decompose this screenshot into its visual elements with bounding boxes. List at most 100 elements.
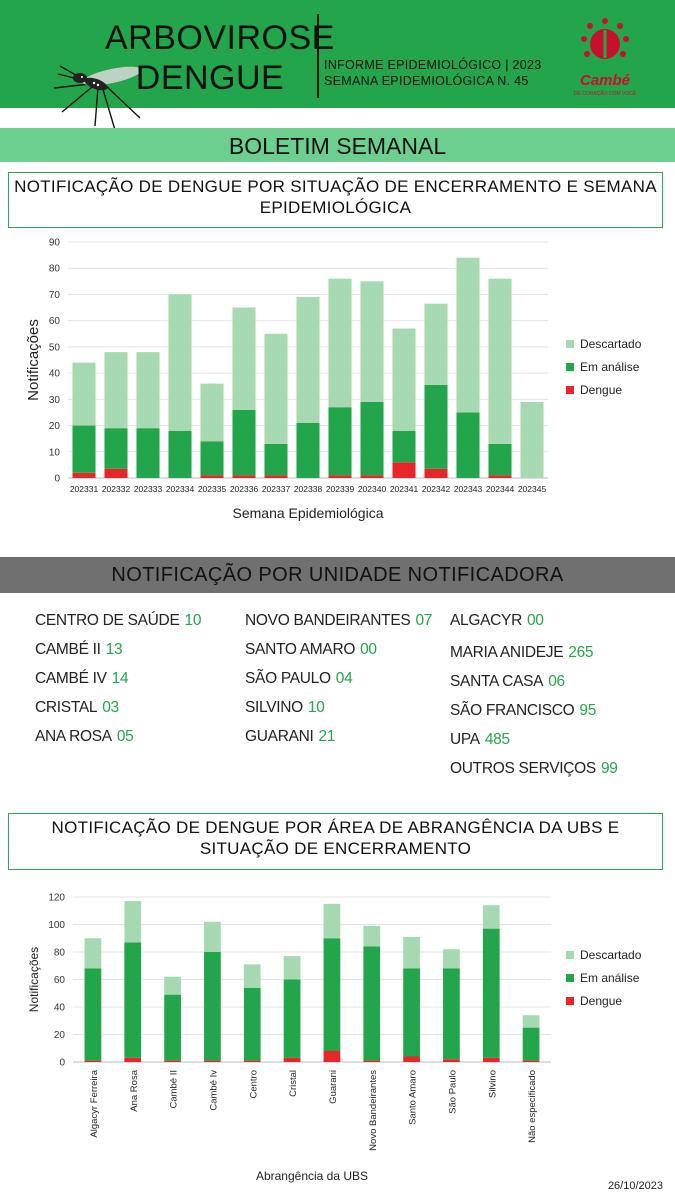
cambe-logo: Cambé DE CORAÇÃO COM VOCÊ <box>570 12 640 102</box>
bar-em-an-lise <box>522 1027 540 1061</box>
legend-label: Em análise <box>580 360 640 374</box>
bar-dengue <box>323 1051 341 1062</box>
bar-dengue <box>124 1057 142 1062</box>
x-tick-label: 202338 <box>294 484 323 494</box>
bar-descartado <box>520 401 544 478</box>
bar-dengue <box>164 1060 181 1062</box>
x-tick-label: Novo Bandeirantes <box>368 1070 379 1151</box>
bar-dengue <box>363 1060 381 1062</box>
bar-descartado <box>124 901 142 943</box>
bar-dengue <box>104 468 128 478</box>
logo-emblem-icon <box>581 18 629 59</box>
unit-item: ALGACYR 00 <box>450 612 544 630</box>
y-tick-label: 10 <box>49 447 61 458</box>
logo-text: Cambé <box>579 72 631 89</box>
unit-name: SÃO PAULO <box>245 670 331 687</box>
x-tick-label: Não especificado <box>527 1070 538 1143</box>
bar-em-an-lise <box>296 422 320 478</box>
bar-dengue <box>232 475 256 478</box>
x-tick-label: 202337 <box>262 484 291 494</box>
legend-swatch <box>566 386 574 394</box>
report-date: 26/10/2023 <box>607 1180 663 1192</box>
bar-descartado <box>443 949 460 969</box>
x-tick-label: 202341 <box>390 484 419 494</box>
unit-item: CAMBÉ II 13 <box>35 641 123 659</box>
unit-name: CAMBÉ IV <box>35 670 107 687</box>
bar-em-an-lise <box>328 407 352 476</box>
x-tick-label: 202336 <box>230 484 259 494</box>
bar-descartado <box>323 903 341 939</box>
unit-item: SANTO AMARO 00 <box>245 641 377 659</box>
bar-em-an-lise <box>168 430 192 478</box>
x-tick-label: 202335 <box>198 484 227 494</box>
y-tick-label: 30 <box>49 395 61 406</box>
unit-count: 04 <box>335 670 353 687</box>
mosquito-icon <box>53 65 142 131</box>
unit-item: OUTROS SERVIÇOS 99 <box>450 760 618 778</box>
legend-swatch <box>566 997 574 1005</box>
bar-dengue <box>204 1060 221 1062</box>
section-title-weekly: NOTIFICAÇÃO DE DENGUE POR SITUAÇÃO DE EN… <box>8 172 663 228</box>
bar-dengue <box>72 472 96 478</box>
x-tick-label: Santo Amaro <box>408 1070 419 1125</box>
unit-item: NOVO BANDEIRANTES 07 <box>245 612 432 630</box>
bar-descartado <box>392 328 416 431</box>
bar-descartado <box>363 925 381 947</box>
bar-descartado <box>72 362 96 426</box>
y-tick-label: 90 <box>49 238 61 249</box>
unit-name: CENTRO DE SAÚDE <box>35 612 180 629</box>
unit-item: SANTA CASA 06 <box>450 673 565 691</box>
bar-descartado <box>164 976 181 995</box>
y-axis-title: Notificações <box>27 947 41 1012</box>
page-subtitle: INFORME EPIDEMIOLÓGICO | 2023 SEMANA EPI… <box>324 57 542 89</box>
subtitle-line-2: SEMANA EPIDEMIOLÓGICA N. 45 <box>324 74 529 88</box>
bar-em-an-lise <box>488 443 512 476</box>
x-tick-label: 202340 <box>358 484 387 494</box>
unit-name: SANTA CASA <box>450 673 544 690</box>
unit-name: NOVO BANDEIRANTES <box>245 612 411 629</box>
y-tick-label: 120 <box>48 893 65 904</box>
bar-em-an-lise <box>323 938 341 1051</box>
unit-name: OUTROS SERVIÇOS <box>450 760 596 777</box>
x-tick-label: 202339 <box>326 484 355 494</box>
unit-item: UPA 485 <box>450 731 510 749</box>
bar-descartado <box>424 303 448 385</box>
bar-em-an-lise <box>283 979 301 1058</box>
unit-count: 265 <box>568 644 594 661</box>
unit-count: 99 <box>600 760 618 777</box>
unit-count: 03 <box>102 699 119 716</box>
bar-dengue <box>403 1056 420 1062</box>
x-tick-label: São Paulo <box>447 1070 458 1114</box>
x-tick-label: 202344 <box>486 484 515 494</box>
bar-descartado <box>283 956 301 980</box>
unit-item: MARIA ANIDEJE 265 <box>450 644 594 662</box>
x-axis-title: Abrangência da UBS <box>256 1169 368 1183</box>
ubs-area-chart: 0 20 40 60 80 100 120 Algacyr Ferreira Ana Rosa C… <box>27 893 642 1184</box>
bar-descartado <box>243 964 261 988</box>
bulletin-banner: BOLETIM SEMANAL <box>0 128 675 162</box>
x-tick-label: 202334 <box>166 484 195 494</box>
x-tick-label: Cambé II <box>169 1070 180 1109</box>
y-tick-label: 60 <box>49 316 61 327</box>
bar-descartado <box>328 278 352 408</box>
bar-dengue <box>283 1057 301 1062</box>
legend-swatch <box>566 974 574 982</box>
x-tick-label: Ana Rosa <box>129 1069 140 1111</box>
page-title: ARBOVIROSE DENGUE <box>105 18 335 98</box>
bar-dengue <box>488 475 512 478</box>
bar-em-an-lise <box>456 412 480 478</box>
unit-item: CRISTAL 03 <box>35 699 119 717</box>
bar-descartado <box>522 1015 540 1028</box>
unit-item: SÃO FRANCISCO 95 <box>450 702 596 720</box>
bar-em-an-lise <box>84 968 102 1061</box>
title-line-1: ARBOVIROSE <box>105 19 335 57</box>
x-tick-label: Silvino <box>487 1070 498 1098</box>
unit-name: MARIA ANIDEJE <box>450 644 564 661</box>
section-title-ubs: NOTIFICAÇÃO DE DENGUE POR ÁREA DE ABRANG… <box>8 813 663 870</box>
x-tick-label: 202333 <box>134 484 163 494</box>
unit-name: CRISTAL <box>35 699 98 716</box>
bar-dengue <box>443 1059 460 1062</box>
x-tick-label: 202343 <box>454 484 483 494</box>
bar-descartado <box>456 257 480 413</box>
